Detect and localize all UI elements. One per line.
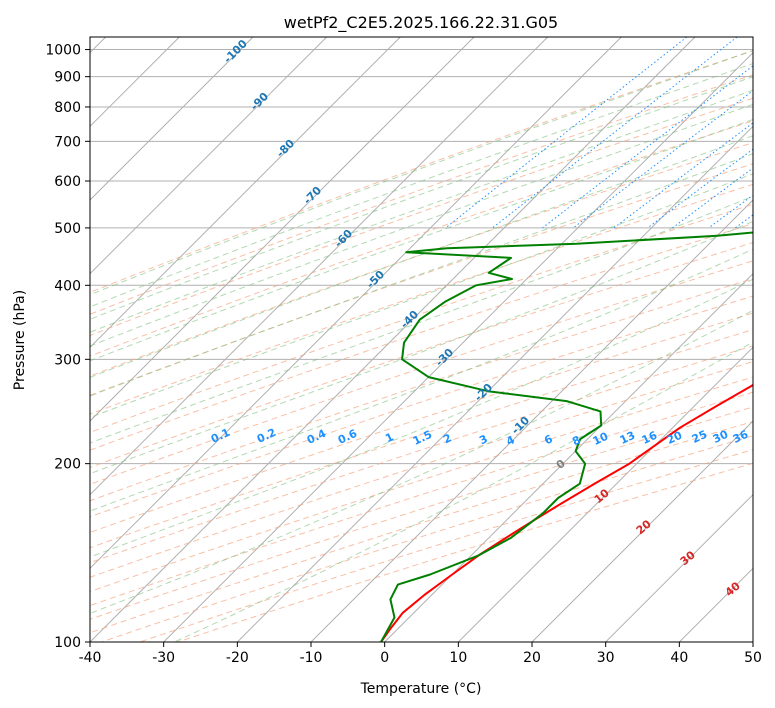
isotherm [90,37,328,275]
x-tick-label: 20 [523,650,541,666]
dry-adiabat [90,50,753,293]
moist-adiabat [90,76,753,320]
isotherm [236,125,753,642]
dewpoint-line [380,231,753,642]
dry-adiabat [90,163,753,396]
y-tick-label: 700 [54,134,81,150]
y-tick-label: 300 [54,352,81,368]
y-tick-label: 100 [54,635,81,651]
y-tick-label: 600 [54,174,81,190]
dry-adiabat [90,120,753,357]
mixing-ratio-label: 20 [665,429,685,447]
moist-adiabat [90,195,753,444]
dry-adiabat [90,391,753,607]
moist-adiabat [90,118,753,362]
dry-adiabat [90,142,753,377]
y-tick-label: 200 [54,457,81,473]
mixing-ratio-label: 36 [731,428,751,446]
dry-adiabat [90,312,753,533]
dry-adiabat [90,74,753,315]
dry-adiabat [90,223,753,451]
dry-adiabat [90,361,753,578]
mixing-ratio-line [492,37,738,229]
x-tick-label: -10 [300,650,323,666]
mixing-ratio-label: 16 [640,429,660,447]
x-tick-label: 40 [670,650,688,666]
isotherm [90,37,622,570]
moist-adiabat [90,173,753,419]
y-tick-label: 900 [54,70,81,86]
isotherm [90,37,254,201]
chart-title: wetPf2_C2E5.2025.166.22.31.G05 [284,13,558,33]
x-tick-label: 30 [597,650,615,666]
y-tick-label: 1000 [45,43,81,59]
mixing-ratio-line [542,65,753,229]
isotherm [310,199,753,642]
x-axis-label: Temperature (°C) [360,681,482,697]
x-tick-label: 10 [449,650,467,666]
mixing-ratio-label: 10 [591,430,611,448]
x-tick-label: 50 [744,650,762,666]
isotherm [90,37,696,642]
mixing-ratio-line [672,167,753,229]
dry-adiabat [90,278,753,502]
x-tick-label: -40 [79,650,102,666]
isotherm [384,272,753,642]
isotherm [163,51,753,642]
x-tick-label: 0 [380,650,389,666]
moist-adiabat [90,220,753,475]
profile-series [380,231,753,642]
dry-adiabat [90,260,753,485]
moist-adiabat [90,278,753,558]
moist-adiabat [90,89,753,333]
isotherm [90,37,401,349]
y-axis-label: Pressure (hPa) [12,290,28,390]
isotherm [531,420,753,642]
plot-frame [89,36,754,643]
x-tick-label: -30 [152,650,175,666]
isotherm [605,493,753,642]
mixing-ratio-label: 13 [618,429,637,447]
y-tick-label: 400 [54,278,81,294]
axes: -40 -30 -20 -10 0 10 20 30 40 50 100 200 300 400 500 60… [45,43,762,666]
isotherm [90,37,549,496]
moist-adiabat [90,153,753,397]
dry-adiabat [90,183,753,415]
background-lines [90,37,753,642]
mixing-ratio-line [572,90,753,229]
y-tick-label: 500 [54,221,81,237]
isotherm [457,346,753,642]
mixing-ratio-label: 30 [711,428,731,446]
mixing-ratio-label: 25 [690,428,709,446]
moist-adiabat [90,248,753,512]
x-tick-label: -20 [226,650,249,666]
isotherm [90,37,475,422]
dry-adiabat [90,97,753,337]
y-tick-label: 800 [54,100,81,116]
